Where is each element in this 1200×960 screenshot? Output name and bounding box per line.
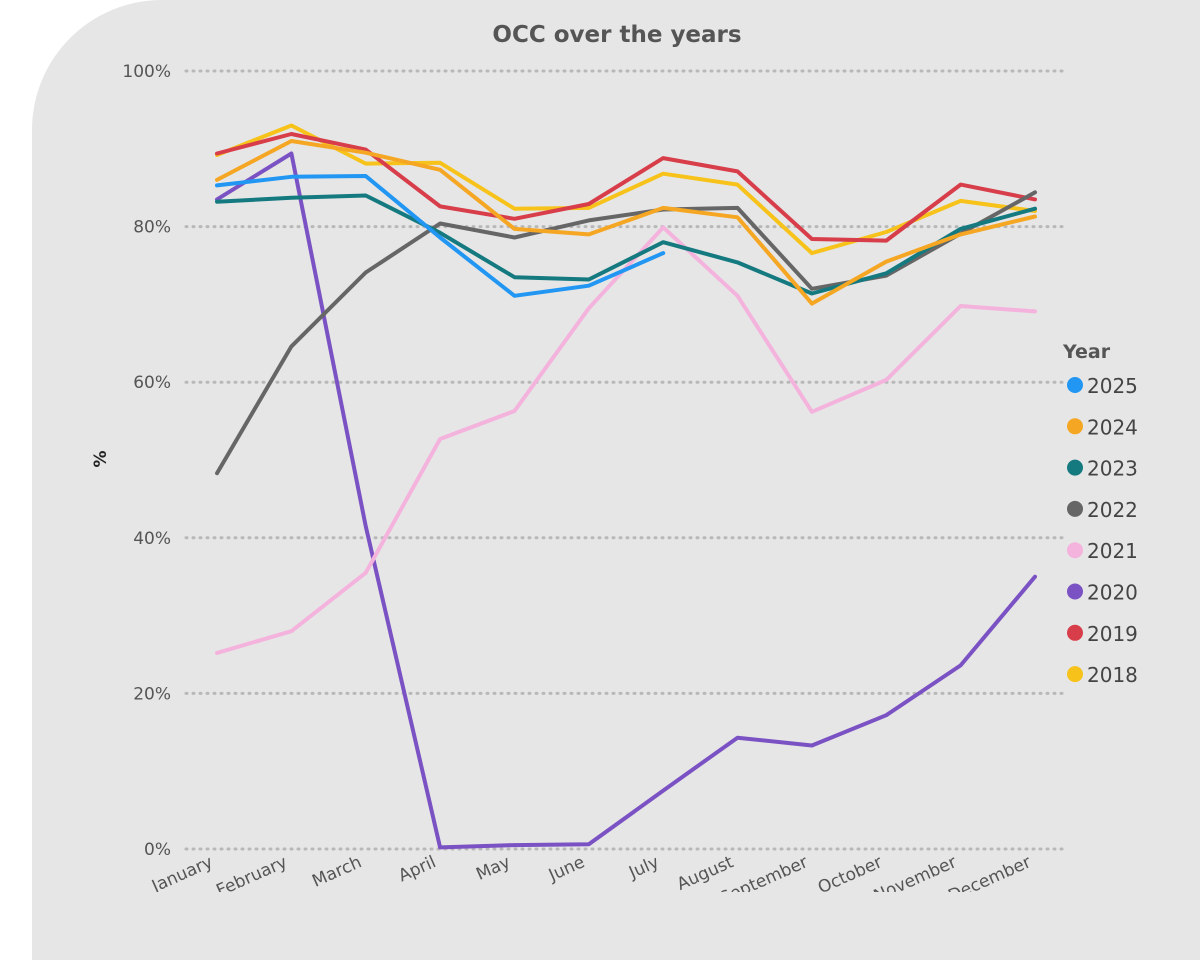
legend-label: 2025	[1087, 374, 1138, 398]
legend-item-2024[interactable]: 2024	[1067, 415, 1138, 439]
series-line-2020[interactable]	[215, 151, 1037, 850]
series-line-2018[interactable]	[215, 123, 1037, 256]
legend-marker	[1067, 624, 1083, 641]
y-tick-label: 60%	[133, 373, 171, 393]
series-line-2019[interactable]	[215, 132, 1037, 243]
legend-label: 2024	[1087, 415, 1138, 439]
legend-item-2018[interactable]: 2018	[1067, 663, 1138, 687]
y-tick-label: 20%	[133, 684, 171, 704]
legend-item-2023[interactable]: 2023	[1067, 457, 1138, 481]
legend-title: Year	[1062, 341, 1111, 363]
y-axis-label: %	[91, 450, 111, 467]
legend-item-2022[interactable]: 2022	[1067, 498, 1138, 522]
legend-label: 2018	[1087, 663, 1138, 687]
legend[interactable]: Year 2025 2024 2023 2022 2021 2020 2019 2018	[1062, 341, 1138, 687]
legend-marker	[1067, 377, 1083, 393]
series-line-2021[interactable]	[215, 225, 1037, 655]
x-tick-label: April	[395, 852, 439, 886]
legend-label: 2022	[1087, 498, 1138, 522]
x-tick-label: December	[945, 852, 1034, 892]
line-chart: OCC over the years 0%20%40%60%80%100% % …	[91, 22, 1138, 892]
x-tick-label: November	[871, 852, 960, 892]
series-line-2024[interactable]	[215, 139, 1037, 306]
y-tick-label: 0%	[144, 840, 171, 860]
legend-label: 2020	[1087, 581, 1138, 605]
series-line-2023[interactable]	[215, 193, 1037, 296]
x-tick-label: May	[473, 852, 513, 885]
x-tick-label: March	[309, 852, 364, 891]
y-axis-ticks: 0% 20% 40% 60% 80% 100%	[122, 62, 171, 860]
grid-lines	[184, 69, 1068, 851]
legend-label: 2021	[1087, 539, 1138, 563]
legend-marker	[1067, 459, 1083, 476]
legend-item-2025[interactable]: 2025	[1067, 374, 1138, 398]
legend-item-2019[interactable]: 2019	[1067, 622, 1138, 646]
x-tick-label: June	[545, 852, 588, 886]
y-tick-label: 40%	[133, 529, 171, 549]
x-tick-label: February	[213, 852, 290, 892]
legend-marker	[1067, 666, 1083, 683]
legend-label: 2019	[1087, 622, 1138, 646]
y-tick-label: 100%	[122, 62, 171, 82]
legend-marker	[1067, 583, 1083, 600]
chart-card	[32, 0, 1200, 960]
series-line-2022[interactable]	[215, 190, 1037, 476]
legend-marker	[1067, 418, 1083, 435]
x-tick-label: July	[625, 852, 662, 883]
series-line-2025[interactable]	[215, 174, 666, 298]
series-lines	[215, 123, 1037, 850]
chart-title: OCC over the years	[492, 22, 741, 48]
legend-label: 2023	[1087, 457, 1138, 481]
legend-item-2021[interactable]: 2021	[1067, 539, 1138, 563]
legend-marker	[1067, 542, 1083, 559]
legend-item-2020[interactable]: 2020	[1067, 581, 1138, 605]
legend-marker	[1067, 500, 1083, 517]
y-tick-label: 80%	[133, 218, 171, 238]
